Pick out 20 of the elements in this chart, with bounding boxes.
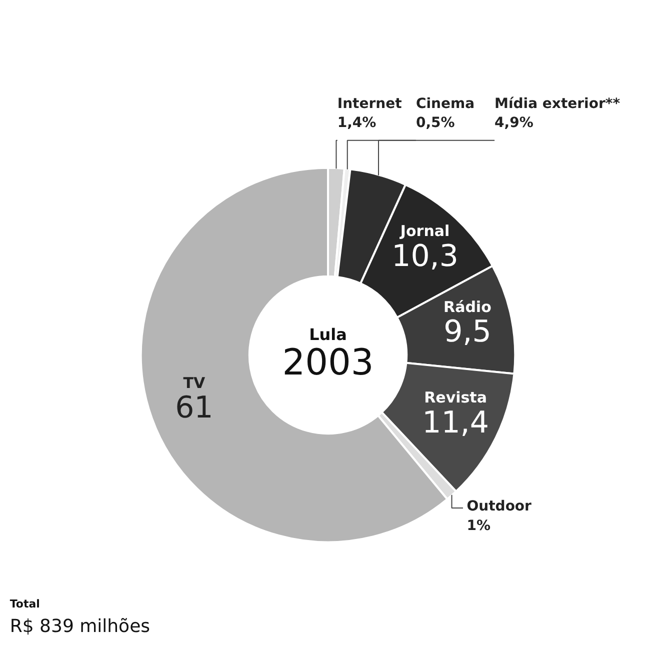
slice-label: Outdoor <box>466 498 532 515</box>
data-label: 4,9% <box>494 115 534 132</box>
data-label: 0,5% <box>416 115 455 132</box>
data-label: 11,4 <box>422 405 489 440</box>
data-label: 1,4% <box>337 115 376 132</box>
data-label: 10,3 <box>392 238 458 274</box>
slice-label: Revista <box>424 388 487 407</box>
slice-label: Rádio <box>444 298 492 316</box>
text: R$ 839 milhões <box>10 616 150 638</box>
slice-label: Cinema <box>416 96 475 112</box>
text: 2003 <box>282 342 374 384</box>
slice-label: Mídia exterior** <box>494 96 621 112</box>
data-label: 61 <box>175 390 214 426</box>
text: Total <box>10 598 40 611</box>
slice-label: Internet <box>337 96 402 112</box>
text: Lula <box>309 324 347 344</box>
slice-label: Jornal <box>399 222 450 240</box>
data-label: 9,5 <box>444 314 492 350</box>
data-label: 1% <box>466 518 491 534</box>
slice-label: TV <box>183 374 206 392</box>
